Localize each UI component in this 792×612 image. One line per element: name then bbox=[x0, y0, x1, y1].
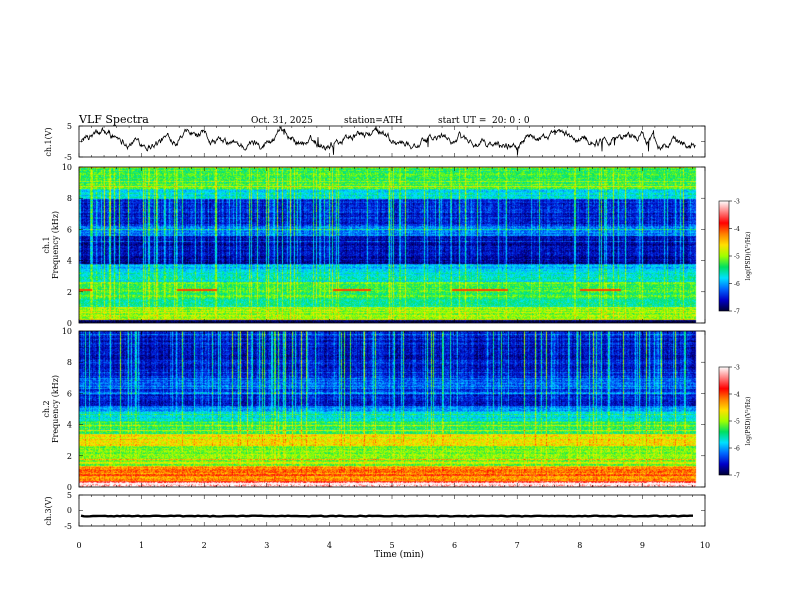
x-axis: 0 1 2 3 4 5 6 7 8 9 10 bbox=[76, 541, 710, 550]
x-tick-label: 3 bbox=[264, 541, 269, 550]
freq-tick-label: 6 bbox=[67, 225, 72, 234]
x-tick-label: 1 bbox=[139, 541, 144, 550]
ch2-colorbar: -3 -4 -5 -6 -7 log(PSD)(V²/Hz) bbox=[718, 365, 752, 480]
ch2-colorbar-label: log(PSD)(V²/Hz) bbox=[745, 397, 752, 446]
freq-tick-label: 0 bbox=[67, 483, 72, 492]
x-tick-label: 9 bbox=[640, 541, 645, 550]
x-tick-label: 6 bbox=[452, 541, 457, 550]
freq-tick-label: 0 bbox=[67, 319, 72, 328]
x-tick-label: 10 bbox=[700, 541, 710, 550]
x-tick-label: 0 bbox=[76, 541, 81, 550]
ch2-spec-channel-label: ch.2 bbox=[42, 400, 51, 417]
ch3-waveform-panel: 5 0 -5 ch.3(V) bbox=[44, 491, 706, 531]
ch3-ylabel: ch.3(V) bbox=[44, 496, 53, 525]
freq-tick-label: 8 bbox=[67, 194, 72, 203]
x-axis-label: Time (min) bbox=[374, 549, 424, 560]
ch2-spectrogram-frame bbox=[78, 330, 706, 488]
ch2-spectrogram-image bbox=[79, 331, 705, 487]
freq-tick-label: 8 bbox=[67, 358, 72, 367]
ch1-waveform-panel: 5 -5 ch.1(V) bbox=[44, 122, 706, 162]
freq-tick-label: 10 bbox=[62, 327, 72, 336]
freq-tick-label: 10 bbox=[62, 163, 72, 172]
colorbar-tick-label: -7 bbox=[734, 473, 740, 480]
x-tick-label: 5 bbox=[389, 541, 394, 550]
x-tick-label: 8 bbox=[577, 541, 582, 550]
ch3-ytick-5: 5 bbox=[67, 491, 72, 500]
ch2-colorbar-gradient bbox=[718, 366, 730, 476]
ch1-spectrogram-frame bbox=[78, 166, 706, 324]
x-tick-label: 7 bbox=[515, 541, 520, 550]
freq-tick-label: 2 bbox=[67, 288, 72, 297]
date-label: Oct. 31, 2025 bbox=[251, 116, 313, 126]
x-tick-label: 2 bbox=[202, 541, 207, 550]
start-ut-label: start UT = bbox=[438, 116, 486, 126]
colorbar-tick-label: -4 bbox=[734, 392, 740, 399]
ch3-waveform-frame bbox=[78, 494, 706, 527]
colorbar-tick-label: -5 bbox=[734, 254, 740, 261]
colorbar-tick-label: -6 bbox=[734, 446, 740, 453]
x-tick-label: 4 bbox=[327, 541, 332, 550]
ch2-spectrogram-panel: 0 2 4 6 8 10 ch.2 Frequency (kHz) bbox=[42, 327, 706, 492]
ch1-ylabel: ch.1(V) bbox=[44, 127, 53, 156]
station-label: station=ATH bbox=[344, 116, 403, 126]
colorbar-tick-label: -5 bbox=[734, 419, 740, 426]
ch1-spectrogram-panel: 0 2 4 6 8 10 ch.1 Frequency (kHz) bbox=[42, 163, 706, 328]
ch1-colorbar-label: log(PSD)(V²/Hz) bbox=[745, 232, 752, 281]
ch1-colorbar: -3 -4 -5 -6 -7 log(PSD)(V²/Hz) bbox=[718, 199, 752, 316]
freq-tick-label: 6 bbox=[67, 389, 72, 398]
freq-tick-label: 4 bbox=[67, 421, 72, 430]
colorbar-tick-label: -6 bbox=[734, 281, 740, 288]
ch3-ytick-neg5: -5 bbox=[64, 522, 72, 531]
ch1-ytick-neg5: -5 bbox=[64, 153, 72, 162]
chart-title: VLF Spectra bbox=[78, 113, 149, 126]
ch1-spectrogram-image bbox=[79, 167, 705, 323]
freq-tick-label: 2 bbox=[67, 452, 72, 461]
ch1-spec-ylabel: Frequency (kHz) bbox=[51, 211, 60, 279]
ch1-ytick-5: 5 bbox=[67, 122, 72, 131]
start-ut-value: 20: 0 : 0 bbox=[492, 116, 530, 126]
ch1-waveform-trace bbox=[80, 125, 696, 155]
ch1-colorbar-gradient bbox=[718, 200, 730, 312]
ch2-spec-ylabel: Frequency (kHz) bbox=[51, 375, 60, 443]
ch3-ytick-0: 0 bbox=[67, 506, 72, 515]
colorbar-tick-label: -7 bbox=[734, 309, 740, 316]
colorbar-tick-label: -4 bbox=[734, 226, 740, 233]
ch1-spec-channel-label: ch.1 bbox=[42, 236, 51, 253]
freq-tick-label: 4 bbox=[67, 257, 72, 266]
ch1-waveform-frame bbox=[78, 125, 706, 158]
colorbar-tick-label: -3 bbox=[734, 199, 740, 206]
colorbar-tick-label: -3 bbox=[734, 365, 740, 372]
ch3-waveform-trace bbox=[80, 514, 693, 518]
